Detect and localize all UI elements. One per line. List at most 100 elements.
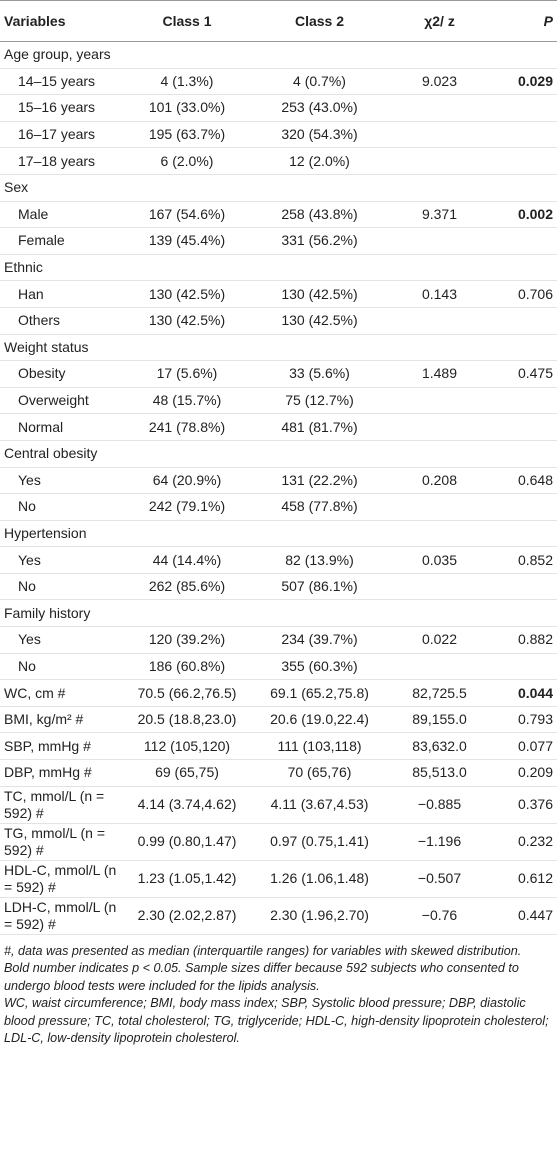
- row-label: Yes: [0, 467, 122, 495]
- row-label: Yes: [0, 546, 122, 574]
- empty-cell: [492, 307, 557, 335]
- cell: 331 (56.2%): [252, 227, 387, 255]
- cell: −0.507: [387, 860, 492, 898]
- row-label: Age group, years: [0, 41, 122, 69]
- cell: 70.5 (66.2,76.5): [122, 679, 252, 707]
- empty-cell: [122, 41, 557, 69]
- cell: 82,725.5: [387, 679, 492, 707]
- row-label: BMI, kg/m² #: [0, 706, 122, 734]
- cell: 195 (63.7%): [122, 121, 252, 149]
- empty-cell: [387, 307, 492, 335]
- cell: 44 (14.4%): [122, 546, 252, 574]
- cell: 112 (105,120): [122, 732, 252, 761]
- empty-cell: [492, 121, 557, 149]
- empty-cell: [122, 520, 557, 548]
- cell: 0.002: [492, 201, 557, 229]
- table-row: Age group, years: [0, 41, 557, 69]
- table-row: Others 130 (42.5%) 130 (42.5%): [0, 307, 557, 335]
- cell: 0.447: [492, 897, 557, 935]
- cell: 139 (45.4%): [122, 227, 252, 255]
- empty-cell: [492, 147, 557, 175]
- table-row: Hypertension: [0, 520, 557, 548]
- cell: 0.97 (0.75,1.41): [252, 823, 387, 861]
- table-row: 15–16 years 101 (33.0%) 253 (43.0%): [0, 94, 557, 122]
- empty-cell: [122, 440, 557, 468]
- row-label: WC, cm #: [0, 679, 122, 707]
- cell: 48 (15.7%): [122, 387, 252, 415]
- table-row: Han 130 (42.5%) 130 (42.5%) 0.143 0.706: [0, 280, 557, 308]
- row-label: No: [0, 573, 122, 601]
- row-label: Central obesity: [0, 440, 122, 468]
- cell: 2.30 (2.02,2.87): [122, 897, 252, 935]
- row-label: Family history: [0, 599, 122, 628]
- cell: 1.23 (1.05,1.42): [122, 860, 252, 898]
- cell: 9.023: [387, 68, 492, 96]
- table-row: Obesity 17 (5.6%) 33 (5.6%) 1.489 0.475: [0, 360, 557, 388]
- cell: 12 (2.0%): [252, 147, 387, 175]
- table-row: 16–17 years 195 (63.7%) 320 (54.3%): [0, 121, 557, 149]
- cell: 130 (42.5%): [122, 280, 252, 308]
- row-label: Female: [0, 227, 122, 255]
- cell: 4 (0.7%): [252, 68, 387, 96]
- cell: 0.232: [492, 823, 557, 861]
- table-row: Male 167 (54.6%) 258 (43.8%) 9.371 0.002: [0, 201, 557, 229]
- row-label: Weight status: [0, 334, 122, 362]
- row-label: Hypertension: [0, 520, 122, 548]
- table-row: Family history: [0, 599, 557, 628]
- cell: 0.793: [492, 706, 557, 734]
- cell: 234 (39.7%): [252, 626, 387, 654]
- cell: 20.5 (18.8,23.0): [122, 706, 252, 734]
- cell: 130 (42.5%): [252, 280, 387, 308]
- cell: 64 (20.9%): [122, 467, 252, 495]
- cell: 167 (54.6%): [122, 201, 252, 229]
- table-row: Sex: [0, 174, 557, 202]
- row-label: Yes: [0, 626, 122, 654]
- row-label: 14–15 years: [0, 68, 122, 96]
- cell: 4 (1.3%): [122, 68, 252, 96]
- cell: 111 (103,118): [252, 732, 387, 761]
- empty-cell: [492, 227, 557, 255]
- cell: 69 (65,75): [122, 759, 252, 787]
- cell: 1.489: [387, 360, 492, 388]
- cell: 0.208: [387, 467, 492, 495]
- cell: 0.376: [492, 786, 557, 824]
- empty-cell: [492, 387, 557, 415]
- column-header: χ2/ z: [387, 0, 492, 42]
- column-header: Class 2: [252, 0, 387, 42]
- empty-cell: [122, 334, 557, 362]
- cell: 320 (54.3%): [252, 121, 387, 149]
- cell: 6 (2.0%): [122, 147, 252, 175]
- table-row: WC, cm #70.5 (66.2,76.5) 69.1 (65.2,75.8)…: [0, 679, 557, 707]
- cell: 186 (60.8%): [122, 653, 252, 681]
- row-label: Male: [0, 201, 122, 229]
- table-row: Central obesity: [0, 440, 557, 468]
- row-label: Ethnic: [0, 254, 122, 282]
- cell: 75 (12.7%): [252, 387, 387, 415]
- table-row: Ethnic: [0, 254, 557, 282]
- cell: −1.196: [387, 823, 492, 861]
- empty-cell: [387, 94, 492, 122]
- cell: 4.14 (3.74,4.62): [122, 786, 252, 824]
- row-label: No: [0, 493, 122, 521]
- cell: −0.76: [387, 897, 492, 935]
- table-row: Weight status: [0, 334, 557, 362]
- empty-cell: [492, 653, 557, 681]
- table-row: HDL-C, mmol/L (n = 592) #1.23 (1.05,1.42…: [0, 860, 557, 898]
- cell: 70 (65,76): [252, 759, 387, 787]
- row-label: SBP, mmHg #: [0, 732, 122, 761]
- empty-cell: [492, 573, 557, 601]
- empty-cell: [122, 599, 557, 628]
- row-label: 15–16 years: [0, 94, 122, 122]
- row-label: No: [0, 653, 122, 681]
- empty-cell: [387, 387, 492, 415]
- cell: 0.077: [492, 732, 557, 761]
- row-label: LDH-C, mmol/L (n = 592) #: [0, 897, 122, 935]
- cell: 0.029: [492, 68, 557, 96]
- empty-cell: [387, 227, 492, 255]
- table-row: 17–18 years 6 (2.0%) 12 (2.0%): [0, 147, 557, 175]
- row-label: DBP, mmHg #: [0, 759, 122, 787]
- cell: 83,632.0: [387, 732, 492, 761]
- empty-cell: [387, 147, 492, 175]
